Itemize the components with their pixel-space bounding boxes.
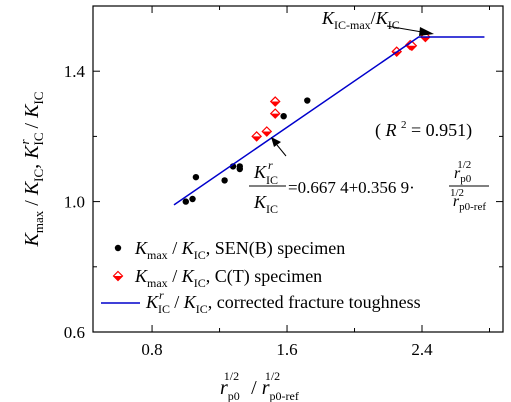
- legend-label-line: KICr / KIC, corrected fracture toughness: [145, 288, 421, 316]
- r-squared-annotation: ( R 2 = 0.951): [375, 119, 472, 141]
- y-tick-label: 0.6: [64, 323, 85, 342]
- data-point-sen-b: [189, 195, 196, 203]
- x-axis-label: rp01/2/ rp0-ref1/2: [220, 369, 299, 402]
- legend-item-line: KICr / KIC, corrected fracture toughness: [101, 288, 421, 316]
- equation-lhs-numerator: KICr: [253, 158, 278, 187]
- data-point-sen-b: [182, 198, 189, 205]
- legend-item-ct: Kmax / KIC, C(T) specimen: [112, 266, 322, 290]
- plateau-annotation: KIC-max/KIC: [321, 8, 400, 32]
- x-tick-label: 1.6: [276, 340, 297, 359]
- equation-annotation: KICr KIC =0.667 4+0.356 9· rp01/2 rp0-re…: [249, 137, 489, 216]
- equation-arrow: [271, 137, 287, 157]
- equation-rhs-denominator: rp0-ref1/2: [450, 187, 486, 213]
- data-point-sen-b: [236, 165, 243, 173]
- legend-marker-dot: [114, 244, 122, 252]
- equation-rhs: =0.667 4+0.356 9·: [288, 178, 415, 197]
- x-tick-label: 2.4: [411, 340, 433, 359]
- data-point-sen-b: [192, 173, 200, 181]
- fit-line: [173, 36, 485, 206]
- axis-ticks: [93, 5, 503, 333]
- data-point-ct: [269, 108, 281, 119]
- legend-marker-diamond: [112, 270, 124, 282]
- y-tick-label: 1.0: [64, 193, 85, 212]
- tick-labels: 0.8 1.6 2.4 0.6 1.0 1.4: [64, 62, 433, 359]
- legend: Kmax / KIC, SEN(B) specimen Kmax / KIC, …: [101, 238, 421, 316]
- plateau-arrow: [386, 25, 434, 36]
- data-point-ct: [251, 131, 263, 142]
- y-axis-label: Kmax / KIC, KICr / KIC: [17, 92, 46, 248]
- equation-lhs-denominator: KIC: [253, 192, 278, 216]
- data-point-sen-b: [280, 112, 287, 120]
- y-tick-label: 1.4: [64, 62, 86, 81]
- legend-label-ct: Kmax / KIC, C(T) specimen: [134, 266, 322, 290]
- legend-item-sen-b: Kmax / KIC, SEN(B) specimen: [114, 238, 345, 262]
- legend-label-sen-b: Kmax / KIC, SEN(B) specimen: [134, 238, 345, 262]
- data-point-sen-b: [304, 97, 311, 104]
- plot-frame: [92, 5, 504, 333]
- series-layer: [173, 31, 485, 206]
- data-point-ct: [261, 126, 273, 137]
- x-tick-label: 0.8: [141, 340, 162, 359]
- data-point-sen-b: [221, 177, 228, 184]
- equation-rhs-numerator: rp01/2: [454, 159, 472, 185]
- data-point-ct: [269, 96, 281, 107]
